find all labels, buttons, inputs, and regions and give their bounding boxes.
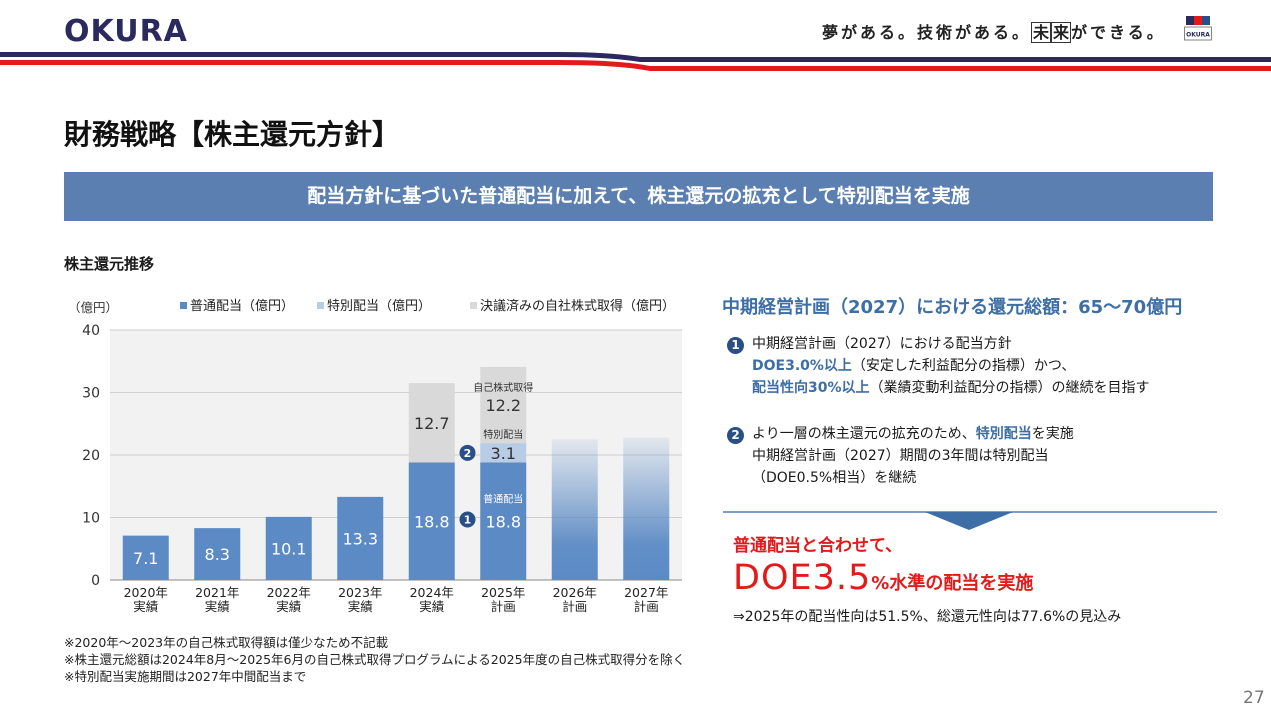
bar-value-label-0-5: 18.8 xyxy=(485,512,521,531)
footnote-3: ※特別配当実施期間は2027年中間配当まで xyxy=(64,669,307,684)
annotation-buyback: 自己株式取得 xyxy=(473,381,533,394)
bar-value-label-0-4: 18.8 xyxy=(414,512,450,531)
mini-logo-text: OKURA xyxy=(1186,32,1210,39)
legend-swatch-0 xyxy=(180,302,187,309)
legend-swatch-1 xyxy=(317,302,324,309)
plan-bar-6 xyxy=(551,439,598,580)
bar-value-label-2-5: 12.2 xyxy=(485,396,521,415)
x-tick-label-year: 2025年 xyxy=(481,585,525,600)
x-tick-label-type: 実績 xyxy=(205,599,230,614)
company-logo: OKURA xyxy=(64,14,188,49)
bar-1-5 xyxy=(480,443,527,463)
doe-target: DOE3.0%以上 xyxy=(752,358,852,374)
point-1-text: 中期経営計画（2027）における配当方針 DOE3.0%以上（安定した利益配分の… xyxy=(752,333,1150,399)
y-tick-label: 40 xyxy=(82,323,100,339)
x-tick-label-year: 2026年 xyxy=(553,585,597,600)
point-2-text: より一層の株主還元の拡充のため、特別配当を実施 中期経営計画（2027）期間の3… xyxy=(752,423,1074,489)
key-message-banner: 配当方針に基づいた普通配当に加えて、株主還元の拡充として特別配当を実施 xyxy=(64,172,1213,221)
x-tick-label-type: 計画 xyxy=(562,599,587,614)
special-dividend-em: 特別配当 xyxy=(975,426,1032,442)
chart-section-label: 株主還元推移 xyxy=(64,255,155,273)
y-tick-label: 0 xyxy=(91,573,100,589)
bar-0-3 xyxy=(337,496,384,580)
x-tick-label-year: 2020年 xyxy=(124,585,168,600)
bar-value-label-2-4: 12.7 xyxy=(414,414,450,433)
point-1-line-1: 中期経営計画（2027）における配当方針 xyxy=(752,336,1012,352)
footnote-1: ※2020年～2023年の自己株式取得額は僅少なため不記載 xyxy=(64,635,389,650)
x-tick-label-type: 実績 xyxy=(348,599,373,614)
bar-0-1 xyxy=(194,528,241,580)
bar-value-label-0-2: 10.1 xyxy=(271,539,307,558)
conclusion-lead: 普通配当と合わせて、 xyxy=(733,536,903,556)
marker-2-circle xyxy=(459,444,476,461)
bar-value-label-1-5: 3.1 xyxy=(491,444,516,463)
x-tick-label-type: 実績 xyxy=(276,599,301,614)
y-tick-label: 20 xyxy=(82,448,100,464)
shareholder-return-chart: 0 10 20 30 40 （億円） 普通配当（億円） 特別配当（億円） 決議済みの自社株式取得… xyxy=(68,298,682,614)
y-tick-label: 10 xyxy=(82,511,100,527)
x-tick-label-year: 2021年 xyxy=(195,585,239,600)
x-tick-label-type: 実績 xyxy=(133,599,158,614)
point-2-line-1a: より一層の株主還元の拡充のため、 xyxy=(752,426,976,442)
x-tick-label-type: 計画 xyxy=(634,599,659,614)
x-tick-label-year: 2024年 xyxy=(410,585,454,600)
mid-term-plan-title: 中期経営計画（2027）における還元総額：65～70億円 xyxy=(722,297,1183,318)
x-tick-label-type: 計画 xyxy=(491,599,516,614)
x-tick-label-year: 2027年 xyxy=(624,585,668,600)
page-number: 27 xyxy=(1243,688,1265,708)
x-tick-label-type: 実績 xyxy=(419,599,444,614)
legend-label-2: 決議済みの自社株式取得（億円） xyxy=(480,298,675,314)
y-tick-label: 30 xyxy=(82,386,100,402)
point-2-marker: 2 xyxy=(727,427,744,444)
legend-label-0: 普通配当（億円） xyxy=(190,298,294,314)
point-2-line-3: （DOE0.5%相当）を継続 xyxy=(752,470,917,486)
y-axis-unit-label: （億円） xyxy=(68,300,118,315)
header-stripes xyxy=(0,52,1271,71)
point-1-line-3: （業績変動利益配分の指標）の継続を目指す xyxy=(869,380,1150,396)
legend-label-1: 特別配当（億円） xyxy=(327,298,431,314)
bar-value-label-0-0: 7.1 xyxy=(133,549,158,568)
slogan-part1: 夢がある。技術がある。 xyxy=(822,23,1032,42)
bar-value-label-0-3: 13.3 xyxy=(342,529,378,548)
bar-0-0 xyxy=(122,535,169,580)
legend-swatch-2 xyxy=(470,302,477,309)
doe-value: DOE3.5 xyxy=(733,558,872,598)
bar-0-2 xyxy=(265,516,312,580)
page-title: 財務戦略【株主還元方針】 xyxy=(64,118,401,151)
marker-1-label: 1 xyxy=(464,514,472,527)
slogan-box-char-2: 来 xyxy=(1051,22,1072,43)
point-2-line-2: 中期経営計画（2027）期間の3年間は特別配当 xyxy=(752,448,1049,464)
slogan-part2: ができる。 xyxy=(1071,23,1166,42)
payout-target: 配当性向30%以上 xyxy=(752,380,870,396)
annotation-special-dividend: 特別配当 xyxy=(483,428,523,441)
marker-2-label: 2 xyxy=(464,447,472,460)
annotation-regular-dividend: 普通配当 xyxy=(483,493,523,506)
slogan-box-char-1: 未 xyxy=(1031,22,1052,43)
bar-0-4 xyxy=(408,462,455,580)
footnote-2: ※株主還元総額は2024年8月～2025年6月の自己株式取得プログラムによる20… xyxy=(64,652,686,667)
conclusion-headline: DOE3.5%水準の配当を実施 xyxy=(733,558,1033,598)
down-arrow-icon xyxy=(925,512,1013,530)
bar-value-label-0-1: 8.3 xyxy=(205,545,230,564)
x-tick-label-year: 2023年 xyxy=(338,585,382,600)
bar-2-5 xyxy=(480,366,527,444)
point-1-line-2: （安定した利益配分の指標）かつ、 xyxy=(851,358,1076,374)
payout-outlook-note: ⇒2025年の配当性向は51.5%、総還元性向は77.6%の見込み xyxy=(733,609,1122,625)
doe-suffix: %水準の配当を実施 xyxy=(871,573,1034,594)
point-1-marker: 1 xyxy=(727,337,744,354)
marker-1-circle xyxy=(459,511,476,528)
point-2-line-1b: を実施 xyxy=(1031,426,1074,442)
okura-mini-logo-icon: OKURA xyxy=(1184,16,1212,41)
slogan: 夢がある。技術がある。未来ができる。 xyxy=(822,19,1166,43)
x-tick-label-year: 2022年 xyxy=(267,585,311,600)
bar-0-5 xyxy=(480,462,527,580)
bar-2-4 xyxy=(408,383,455,463)
plan-bar-7 xyxy=(623,437,670,580)
